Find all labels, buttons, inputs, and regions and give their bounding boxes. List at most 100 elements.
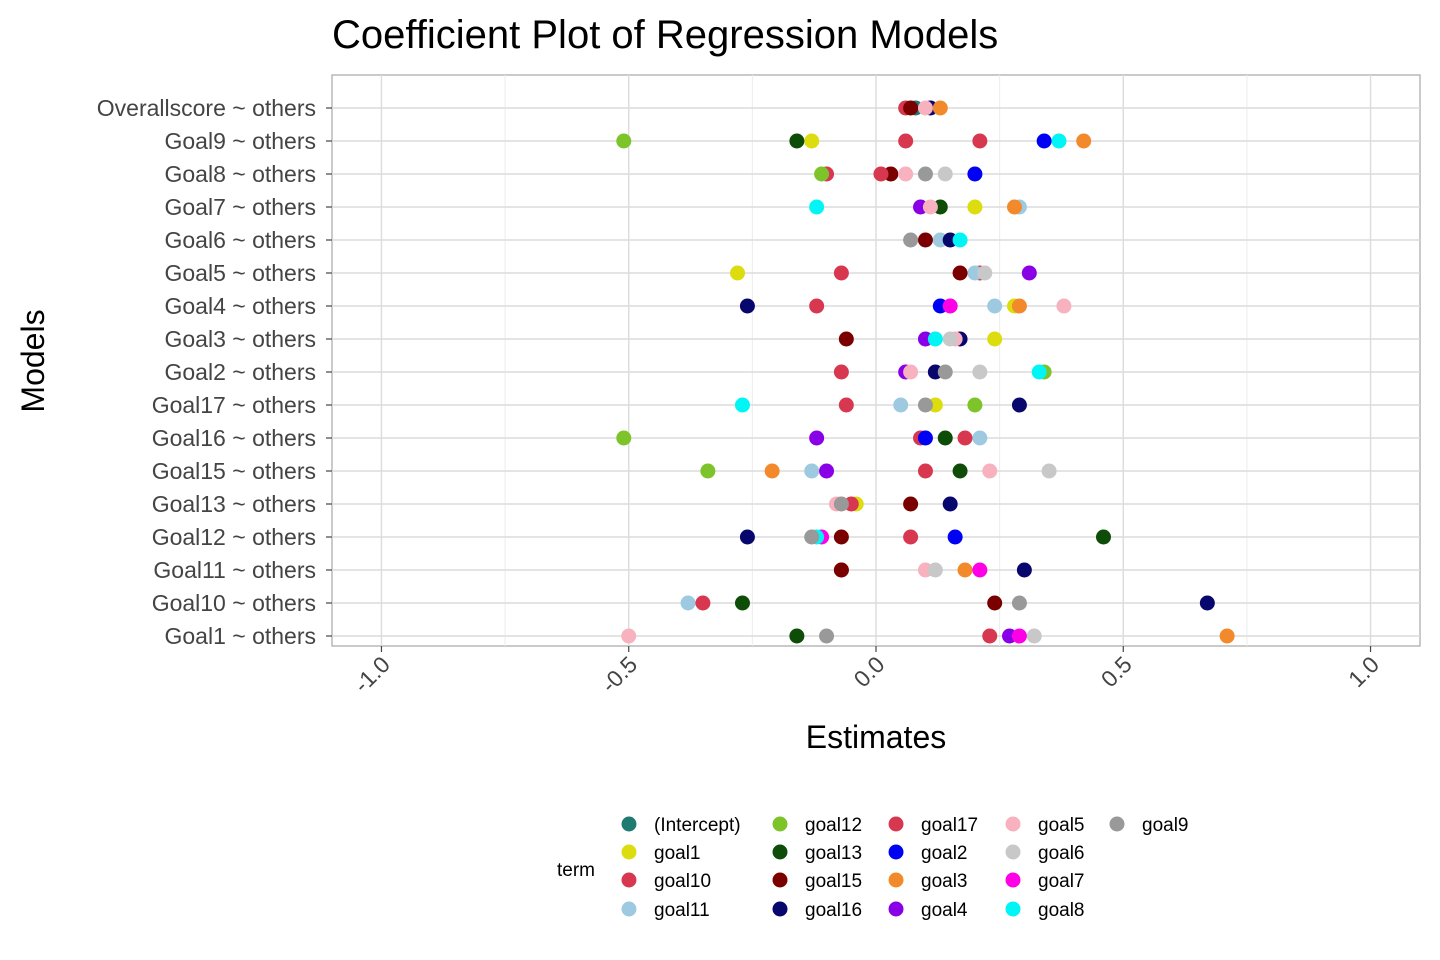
data-point-goal8 [1031, 364, 1047, 380]
legend-label: goal11 [654, 900, 710, 921]
data-point-goal8 [927, 331, 943, 347]
data-point-goal10 [903, 529, 919, 545]
x-tick-label: 0.0 [849, 651, 890, 692]
legend-item: goal5 [1005, 815, 1085, 836]
legend-item: goal4 [888, 900, 968, 921]
data-point-goal9 [804, 529, 820, 545]
data-point-goal12 [616, 133, 632, 149]
data-point-goal17 [972, 133, 988, 149]
legend-label: goal13 [805, 843, 862, 864]
data-point-goal9 [819, 628, 835, 644]
legend-item: goal6 [1005, 843, 1085, 864]
data-point-goal6 [1026, 628, 1042, 644]
legend-item: goal9 [1109, 815, 1189, 836]
data-point-goal15 [917, 232, 933, 248]
legend-swatch [621, 844, 637, 860]
data-point-goal17 [873, 166, 889, 182]
legend-label: goal2 [921, 843, 968, 864]
data-point-goal1 [967, 199, 983, 215]
y-tick-label: Goal7 ~ others [164, 194, 316, 220]
data-point-goal15 [833, 529, 849, 545]
data-point-goal15 [838, 331, 854, 347]
legend-label: goal3 [921, 871, 968, 892]
data-point-goal10 [809, 298, 825, 314]
legend-item: goal10 [621, 871, 711, 892]
legend-label: goal17 [921, 815, 978, 836]
legend-swatch [621, 901, 637, 917]
data-point-goal16 [739, 298, 755, 314]
data-point-goal10 [898, 133, 914, 149]
y-tick-label: Goal11 ~ others [153, 557, 316, 583]
x-axis-label: Estimates [806, 719, 946, 755]
data-point-goal15 [952, 265, 968, 281]
y-tick-label: Goal2 ~ others [164, 359, 316, 385]
legend-label: goal9 [1142, 815, 1189, 836]
data-point-goal3 [764, 463, 780, 479]
data-point-goal6 [977, 265, 993, 281]
data-point-goal7 [1011, 628, 1027, 644]
data-point-goal1 [987, 331, 1003, 347]
data-point-goal9 [917, 397, 933, 413]
data-point-goal7 [972, 562, 988, 578]
legend-label: goal6 [1038, 843, 1085, 864]
legend-item: goal13 [772, 843, 862, 864]
data-point-goal11 [987, 298, 1003, 314]
y-tick-label: Goal17 ~ others [152, 392, 316, 418]
legend-item: goal17 [888, 815, 978, 836]
data-point-goal16 [739, 529, 755, 545]
legend-item: goal16 [772, 900, 862, 921]
data-point-goal16 [1011, 397, 1027, 413]
data-point-goal8 [1051, 133, 1067, 149]
legend-swatch [888, 844, 904, 860]
legend-item: goal8 [1005, 900, 1085, 921]
y-tick-label: Goal13 ~ others [152, 491, 316, 517]
y-tick-label: Goal12 ~ others [152, 524, 316, 550]
data-point-goal12 [967, 397, 983, 413]
data-point-goal5 [922, 199, 938, 215]
legend-swatch [888, 816, 904, 832]
legend-label: goal16 [805, 900, 862, 921]
data-point-goal3 [932, 100, 948, 116]
x-tick-label: -0.5 [596, 651, 642, 697]
data-point-goal11 [893, 397, 909, 413]
data-point-goal3 [1219, 628, 1235, 644]
data-point-goal17 [957, 430, 973, 446]
legend-swatch [888, 901, 904, 917]
data-point-goal6 [972, 364, 988, 380]
data-point-goal5 [621, 628, 637, 644]
data-points [616, 100, 1235, 644]
data-point-goal3 [1006, 199, 1022, 215]
data-point-goal15 [903, 496, 919, 512]
data-point-goal15 [987, 595, 1003, 611]
data-point-goal17 [695, 595, 711, 611]
chart-title: Coefficient Plot of Regression Models [332, 13, 998, 57]
data-point-goal7 [942, 298, 958, 314]
data-point-goal8 [809, 199, 825, 215]
data-point-goal15 [903, 100, 919, 116]
data-point-goal9 [937, 364, 953, 380]
x-axis-tick-labels: -1.0 -0.5 0.0 0.5 1.0 [349, 646, 1384, 698]
legend-label: (Intercept) [654, 815, 741, 836]
y-tick-label: Goal5 ~ others [164, 260, 316, 286]
data-point-goal1 [804, 133, 820, 149]
data-point-goal5 [917, 100, 933, 116]
y-axis-label: Models [15, 309, 51, 412]
legend-swatch [888, 872, 904, 888]
data-point-goal13 [734, 595, 750, 611]
x-tick-label: 0.5 [1096, 651, 1137, 692]
legend-swatch [621, 872, 637, 888]
data-point-goal4 [809, 430, 825, 446]
data-point-goal5 [1056, 298, 1072, 314]
legend-item: (Intercept) [621, 815, 741, 836]
legend-label: goal12 [805, 815, 862, 836]
data-point-goal11 [972, 430, 988, 446]
data-point-goal2 [917, 430, 933, 446]
data-point-goal2 [947, 529, 963, 545]
legend-label: goal4 [921, 900, 968, 921]
y-tick-label: Goal15 ~ others [152, 458, 316, 484]
data-point-goal17 [833, 265, 849, 281]
legend-swatch [772, 844, 788, 860]
data-point-goal15 [833, 562, 849, 578]
legend-swatch [1005, 816, 1021, 832]
